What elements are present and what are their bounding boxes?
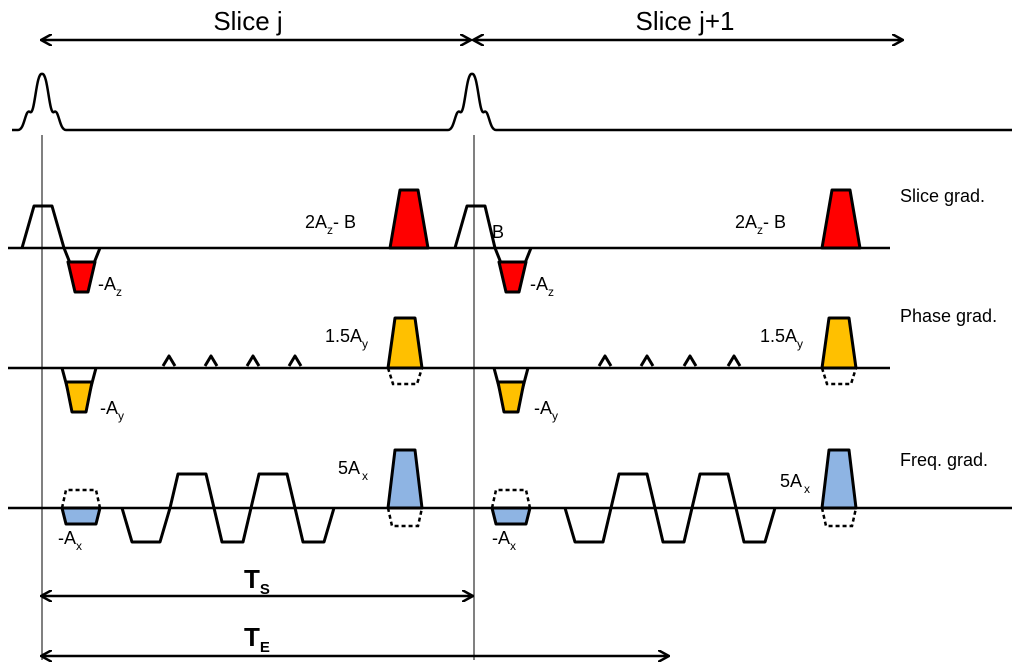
slice-refocus-lobe-j <box>66 260 97 294</box>
freq-spoiler-j <box>386 448 424 510</box>
phase-neg-amp-label-j: -Ay <box>100 398 124 423</box>
freq-spoiler-dashed-j1 <box>820 507 858 528</box>
phase-grad-row: Phase grad. 1.5Ay 1.5Ay -Ay -Ay <box>8 306 997 423</box>
phase-spoiler-j <box>386 316 424 370</box>
phase-spoiler-j1 <box>820 316 858 370</box>
ts-label: TS <box>244 564 270 598</box>
slice-select-lobe-j <box>20 204 66 249</box>
freq-spoiler-dashed-j <box>386 507 424 528</box>
rf-pulse-j <box>12 72 448 132</box>
phase-pos-amp-label-j: 1.5Ay <box>325 326 368 351</box>
freq-grad-row: Freq. grad. 5A x 5A x -Ax -Ax <box>8 448 1012 553</box>
freq-readout-train-j <box>120 472 336 544</box>
phase-spoiler-dashed-j1 <box>820 367 858 386</box>
freq-spoiler-j1 <box>820 448 858 510</box>
slice-grad-row: Slice grad. 2Az- B 2Az- B -Az -Az B <box>8 186 985 299</box>
slice-neg-amp-label-j: -Az <box>98 274 122 299</box>
slice-j-label: Slice j <box>213 6 282 36</box>
slice-spoiler-j <box>388 188 430 250</box>
freq-grad-label: Freq. grad. <box>900 450 988 470</box>
freq-prewind-lobe-j1 <box>490 506 532 526</box>
phase-prewind-lobe-j <box>64 380 94 414</box>
slice-select-lobe-j1 <box>453 204 497 249</box>
slice-grad-label: Slice grad. <box>900 186 985 206</box>
te-label: TE <box>244 622 270 656</box>
freq-neg-amp-label-j: -Ax <box>58 528 82 553</box>
slice-refocus-lobe-j1 <box>497 260 528 294</box>
phase-blip-1-j <box>161 354 177 367</box>
slice-pos-amp-label-j1: 2Az- B <box>735 212 786 237</box>
freq-prewind-dashed-j1 <box>490 488 532 509</box>
phase-prewind-fill-j1 <box>498 382 524 412</box>
phase-blip-4-j <box>287 354 303 367</box>
phase-blip-2-j1 <box>639 354 655 367</box>
slice-pos-amp-label-j: 2Az- B <box>305 212 356 237</box>
timing-row: TS TE <box>42 564 668 656</box>
freq-pos-amp-label-j: 5A x <box>338 458 368 483</box>
phase-blip-2-j <box>203 354 219 367</box>
phase-prewind-lobe-j1 <box>496 380 526 414</box>
rf-pulse-j1 <box>447 72 1012 132</box>
phase-grad-label: Phase grad. <box>900 306 997 326</box>
phase-prewind-fill-j <box>66 382 92 412</box>
phase-neg-amp-label-j1: -Ay <box>534 398 558 423</box>
phase-spoiler-dashed-j <box>386 367 424 386</box>
freq-prewind-lobe-j <box>60 506 102 526</box>
phase-blip-1-j1 <box>597 354 613 367</box>
phase-pos-amp-label-j1: 1.5Ay <box>760 326 803 351</box>
b-label: B <box>492 222 504 242</box>
slice-j1-label: Slice j+1 <box>636 6 735 36</box>
slice-neg-amp-label-j1: -Az <box>530 274 554 299</box>
slice-spoiler-j1 <box>820 188 862 250</box>
phase-blip-3-j1 <box>682 354 698 367</box>
freq-prewind-dashed-j <box>60 488 102 509</box>
freq-pos-amp-label-j1: 5A x <box>780 471 810 496</box>
rf-row <box>12 72 1012 132</box>
freq-neg-amp-label-j1: -Ax <box>492 528 516 553</box>
freq-readout-train-j1 <box>563 472 777 544</box>
phase-blip-3-j <box>245 354 261 367</box>
phase-blip-4-j1 <box>726 354 742 367</box>
